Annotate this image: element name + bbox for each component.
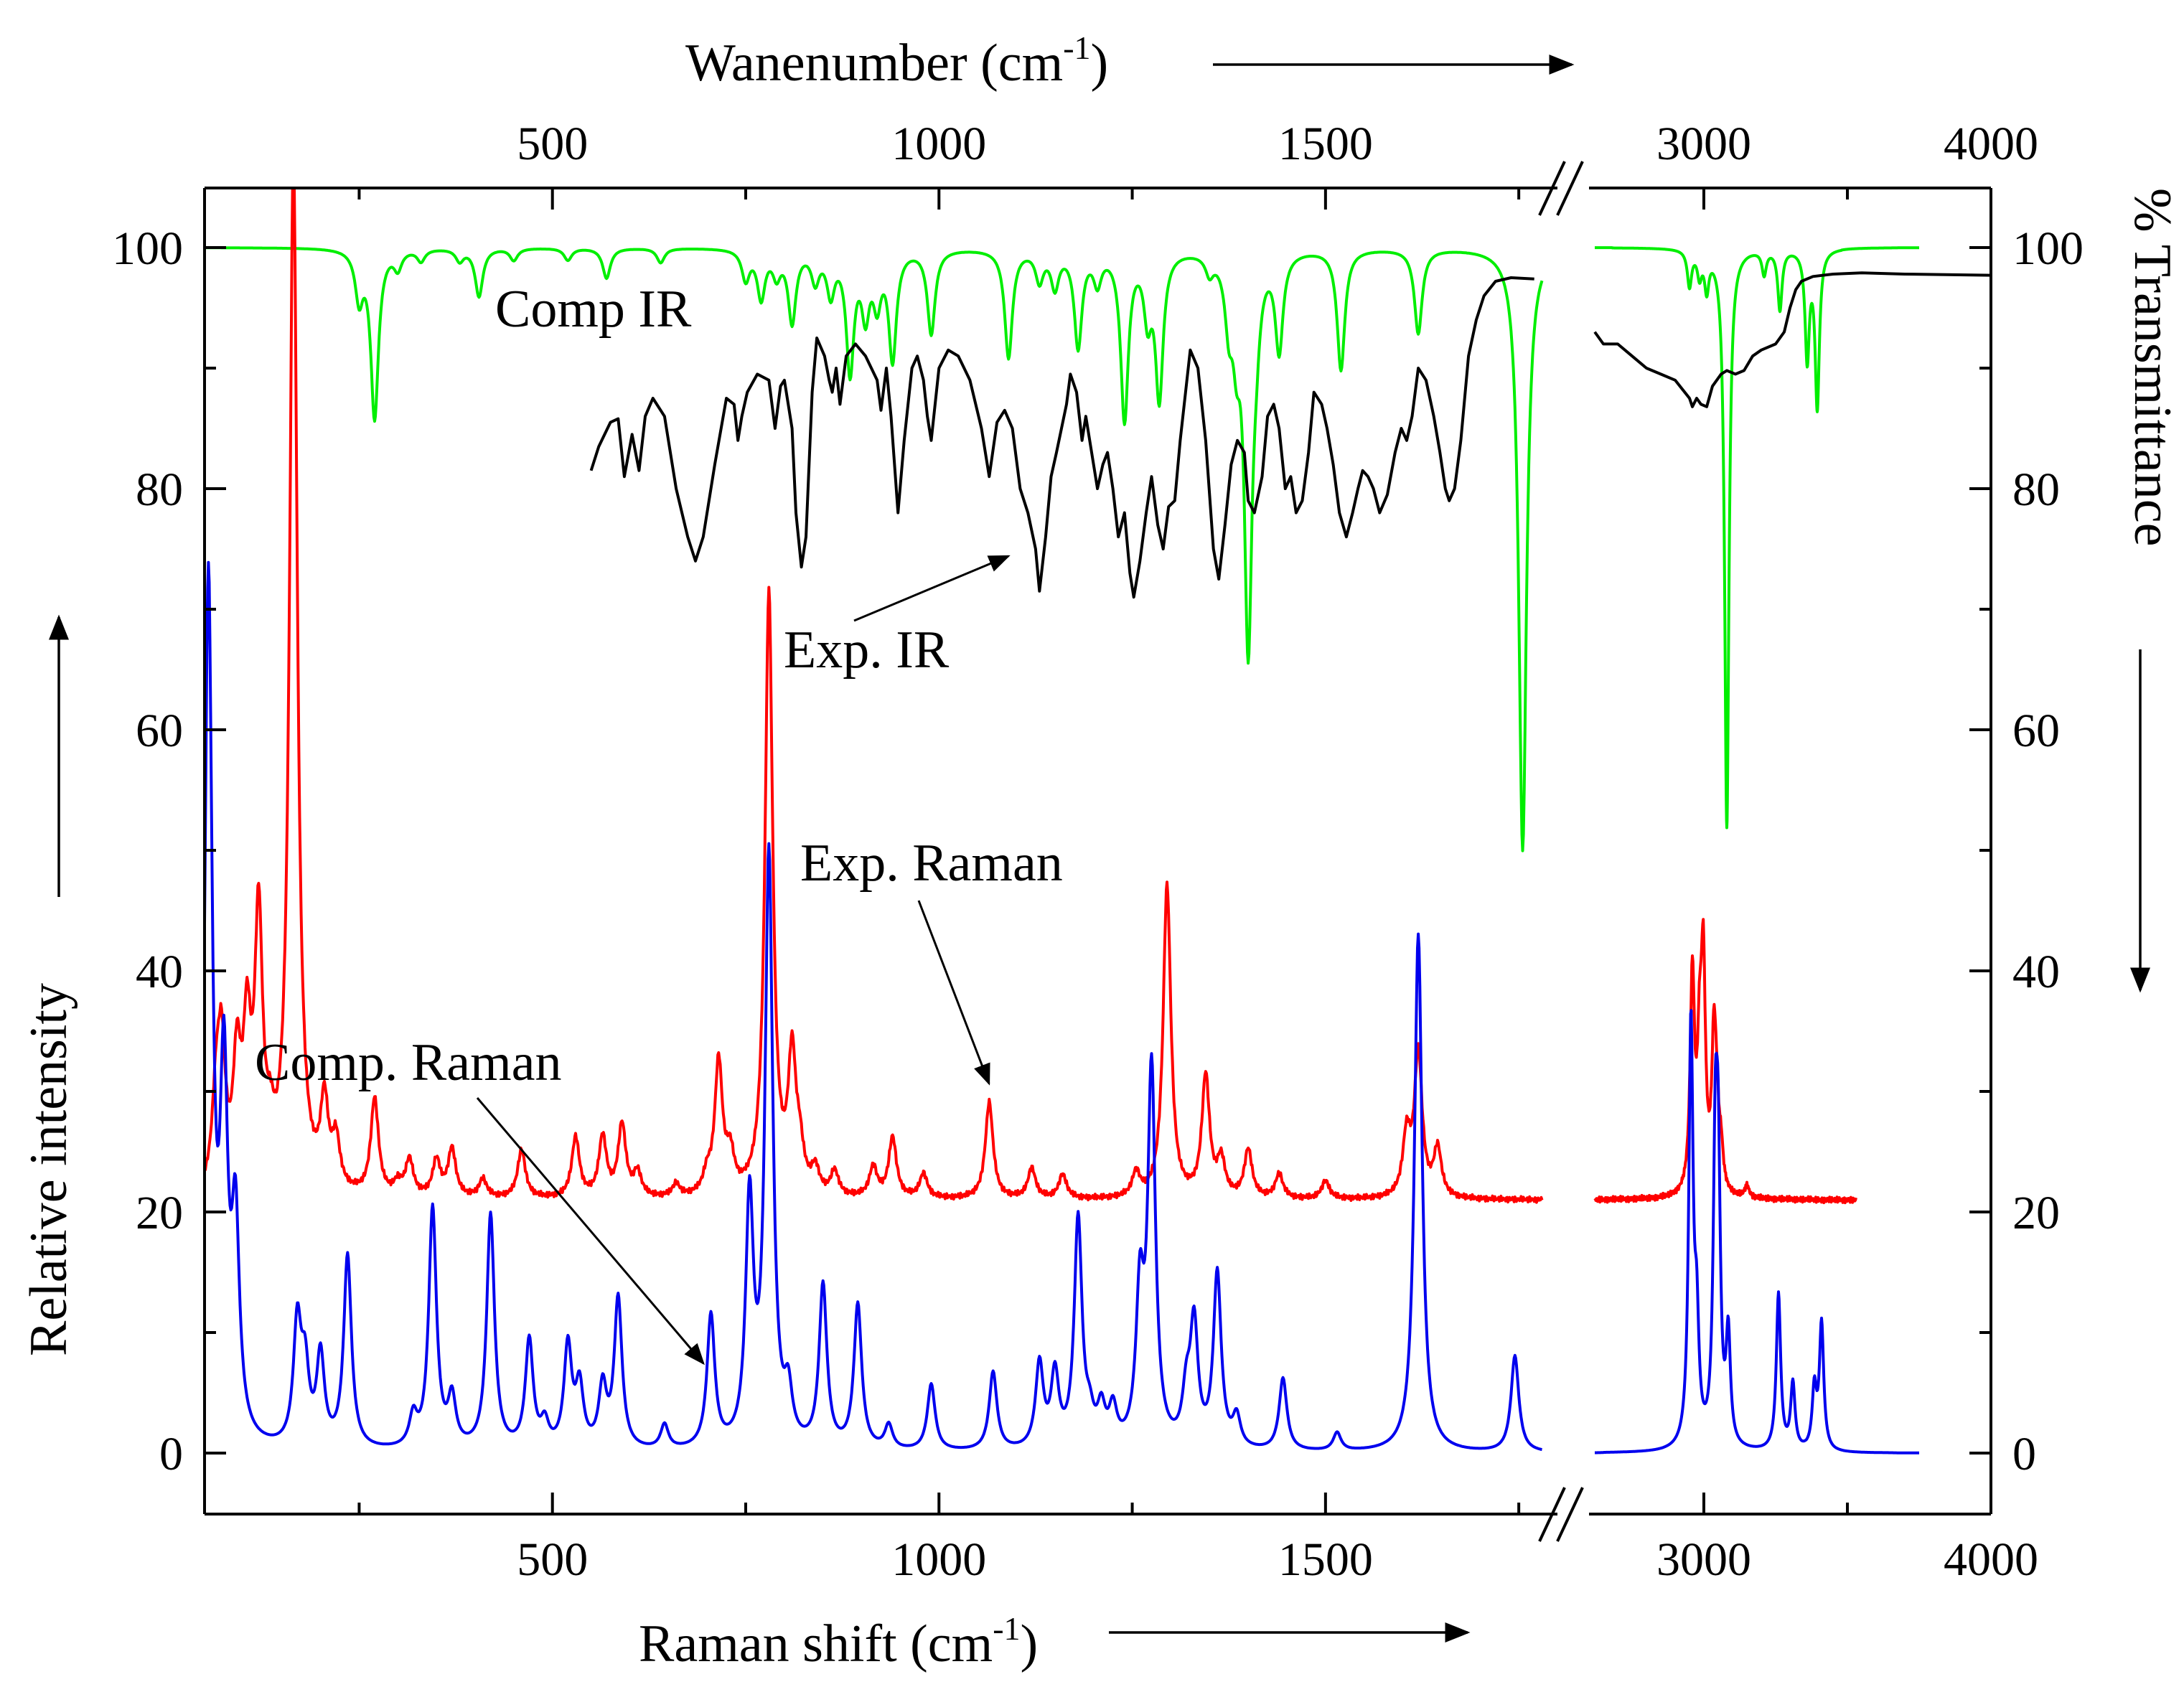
bottom-axis-title: Raman shift (cm-1): [639, 1610, 1038, 1673]
axis-break-bottom: [1538, 1487, 1584, 1542]
x-bottom-tick-label: 4000: [1944, 1533, 2038, 1586]
y-right-tick-label: 60: [2012, 705, 2060, 757]
x-bottom-tick-label: 1500: [1278, 1533, 1373, 1586]
y-left-tick-label: 100: [112, 222, 183, 275]
top-axis-title: Wanenumber (cm-1): [685, 29, 1108, 93]
y-right-tick-label: 40: [2012, 946, 2060, 998]
x-top-tick-label: 500: [517, 118, 588, 170]
series-exp-ir-right: [1593, 271, 1991, 408]
annotation-exp-raman-arrow: [917, 900, 990, 1086]
x-top-tick-label: 4000: [1944, 118, 2038, 170]
x-bottom-tick-label: 500: [517, 1533, 588, 1586]
y-right-tick-label: 0: [2012, 1428, 2036, 1480]
y-right-tick-label: 100: [2012, 222, 2084, 275]
series-comp-ir-segment-0: [205, 246, 1544, 852]
x-top-tick-label: 3000: [1656, 118, 1751, 170]
right-axis-title: % Transmittance: [2123, 188, 2182, 546]
ticks-layer: 500 500 1000 1000 1500 1500 3000 3000 4000 4000 0 0…: [112, 118, 2084, 1586]
series-comp-ir-segment-1: [1593, 246, 1921, 830]
series-exp-raman-left: [205, 188, 1544, 1204]
annotation-comp-ir: Comp IR: [495, 280, 692, 339]
x-top-tick-label: 1500: [1278, 118, 1373, 170]
axis-break-top: [1538, 161, 1584, 216]
annotation-exp-raman: Exp. Raman: [800, 834, 1063, 893]
x-bottom-tick-label: 1000: [891, 1533, 986, 1586]
y-left-tick-label: 80: [136, 464, 183, 516]
y-right-tick-label: 20: [2012, 1187, 2060, 1239]
y-left-tick-label: 60: [136, 705, 183, 757]
annotation-comp-raman: Comp. Raman: [255, 1033, 562, 1092]
y-left-tick-label: 40: [136, 946, 183, 998]
annotation-exp-ir: Exp. IR: [784, 621, 950, 680]
y-right-tick-label: 80: [2012, 464, 2060, 516]
x-bottom-tick-label: 3000: [1656, 1533, 1751, 1586]
left-axis-title: Relative intensity: [19, 983, 78, 1356]
y-left-tick-label: 0: [159, 1428, 183, 1480]
x-top-tick-label: 1000: [891, 118, 986, 170]
series-layer: [205, 188, 1991, 1455]
annotation-exp-ir-arrow: [853, 555, 1011, 622]
series-comp-raman-right: [1593, 1009, 1921, 1455]
annotation-comp-raman-arrow: [476, 1097, 705, 1366]
y-left-tick-label: 20: [136, 1187, 183, 1239]
series-comp-raman-left: [205, 560, 1543, 1452]
series-exp-ir-left: [589, 276, 1534, 599]
series-exp-raman-right: [1593, 918, 1857, 1205]
